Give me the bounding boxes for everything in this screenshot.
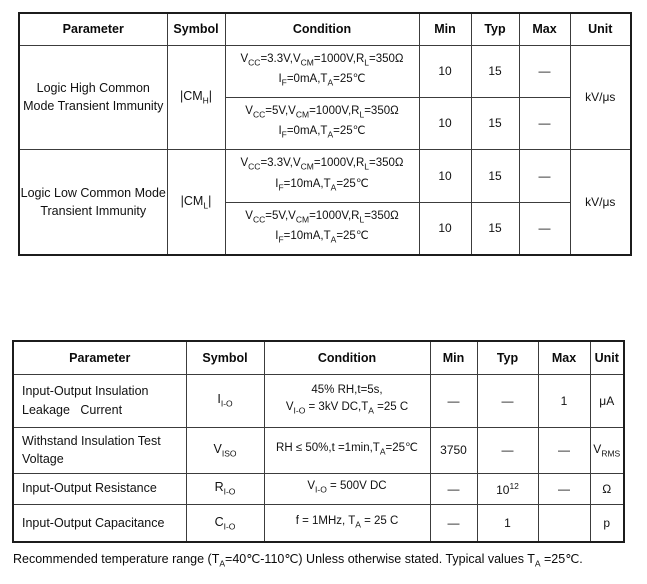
condition-cell: VCC=3.3V,VCM=1000V,RL=350Ω IF=10mA,TA=25… <box>224 148 420 203</box>
condition-line: f = 1MHz, TA = 25 C <box>295 514 399 529</box>
t1-col-header-symbol: Symbol <box>166 12 226 46</box>
parameter-cell: Input-Output Resistance <box>12 472 187 505</box>
t2-col-header-unit: Unit <box>589 340 625 375</box>
unit-cell: VRMS <box>589 426 625 474</box>
condition-cell: VCC=3.3V,VCM=1000V,RL=350Ω IF=0mA,TA=25℃ <box>224 44 420 98</box>
max-value: 1 <box>537 373 591 428</box>
min-value: 10 <box>418 96 472 150</box>
symbol-cell: RI-O <box>185 472 265 505</box>
typ-value: — <box>476 426 539 474</box>
max-value: — <box>537 426 591 474</box>
symbol-cell: VISO <box>185 426 265 474</box>
condition-cell: VCC=5V,VCM=1000V,RL=350Ω IF=0mA,TA=25℃ <box>224 96 420 150</box>
min-value: — <box>429 503 478 543</box>
condition-line: IF=10mA,TA=25℃ <box>275 230 369 245</box>
parameter-cell: Logic Low Common Mode Transient Immunity <box>18 148 168 256</box>
footnote-text: Recommended temperature range (TA=40℃-11… <box>13 552 583 569</box>
parameter-cell: Logic High Common Mode Transient Immunit… <box>18 44 168 150</box>
unit-cell: μA <box>589 373 625 428</box>
parameter-cell: Input-Output Insulation Leakage Current <box>12 373 187 428</box>
t1-col-header-typ: Typ <box>470 12 520 46</box>
condition-cell: f = 1MHz, TA = 25 C <box>263 503 431 543</box>
unit-cell: Ω <box>589 472 625 505</box>
t2-col-header-typ: Typ <box>476 340 539 375</box>
condition-cell: 45% RH,t=5s, VI-O = 3kV DC,TA =25 C <box>263 373 431 428</box>
t1-col-header-condition: Condition <box>224 12 420 46</box>
typ-value: — <box>476 373 539 428</box>
condition-line: IF=0mA,TA=25℃ <box>278 125 366 140</box>
typ-value: 1012 <box>476 472 539 505</box>
t2-col-header-max: Max <box>537 340 591 375</box>
t1-col-header-unit: Unit <box>569 12 632 46</box>
condition-line: IF=10mA,TA=25℃ <box>275 177 369 192</box>
condition-line: VCC=3.3V,VCM=1000V,RL=350Ω <box>240 157 404 172</box>
condition-line: VI-O = 500V DC <box>307 480 387 495</box>
min-value: — <box>429 373 478 428</box>
max-value: — <box>518 96 571 150</box>
t2-col-header-symbol: Symbol <box>185 340 265 375</box>
t1-col-header-parameter: Parameter <box>18 12 168 46</box>
min-value: 10 <box>418 44 472 98</box>
condition-line: VCC=3.3V,VCM=1000V,RL=350Ω <box>240 52 404 67</box>
insulation-characteristics-table: Parameter Symbol Condition Min Typ Max U… <box>12 340 625 543</box>
condition-cell: RH ≤ 50%,t =1min,TA=25℃ <box>263 426 431 474</box>
max-value: — <box>518 44 571 98</box>
typ-value: 15 <box>470 96 520 150</box>
unit-cell: kV/μs <box>569 44 632 150</box>
t1-col-header-min: Min <box>418 12 472 46</box>
max-value: — <box>518 148 571 203</box>
min-value: 3750 <box>429 426 478 474</box>
typ-value: 15 <box>470 44 520 98</box>
min-value: 10 <box>418 201 472 256</box>
condition-cell: VI-O = 500V DC <box>263 472 431 505</box>
transient-immunity-table: Parameter Symbol Condition Min Typ Max U… <box>18 12 632 256</box>
symbol-cell: |CMH| <box>166 44 226 150</box>
condition-cell: VCC=5V,VCM=1000V,RL=350Ω IF=10mA,TA=25℃ <box>224 201 420 256</box>
max-value <box>537 503 591 543</box>
typ-value: 15 <box>470 201 520 256</box>
t2-col-header-parameter: Parameter <box>12 340 187 375</box>
max-value: — <box>537 472 591 505</box>
condition-line: VCC=5V,VCM=1000V,RL=350Ω <box>245 209 399 225</box>
condition-line: VI-O = 3kV DC,TA =25 C <box>285 400 409 416</box>
parameter-cell: Withstand Insulation Test Voltage <box>12 426 187 474</box>
t1-col-header-max: Max <box>518 12 571 46</box>
min-value: 10 <box>418 148 472 203</box>
t2-col-header-condition: Condition <box>263 340 431 375</box>
typ-value: 1 <box>476 503 539 543</box>
unit-cell: kV/μs <box>569 148 632 256</box>
min-value: — <box>429 472 478 505</box>
condition-line: IF=0mA,TA=25℃ <box>278 73 366 88</box>
t2-col-header-min: Min <box>429 340 478 375</box>
symbol-cell: |CML| <box>166 148 226 256</box>
symbol-cell: CI-O <box>185 503 265 543</box>
condition-line: 45% RH,t=5s, <box>311 383 383 396</box>
symbol-cell: II-O <box>185 373 265 428</box>
typ-value: 15 <box>470 148 520 203</box>
unit-cell: p <box>589 503 625 543</box>
max-value: — <box>518 201 571 256</box>
condition-line: RH ≤ 50%,t =1min,TA=25℃ <box>276 441 418 457</box>
condition-line: VCC=5V,VCM=1000V,RL=350Ω <box>245 104 399 119</box>
parameter-cell: Input-Output Capacitance <box>12 503 187 543</box>
